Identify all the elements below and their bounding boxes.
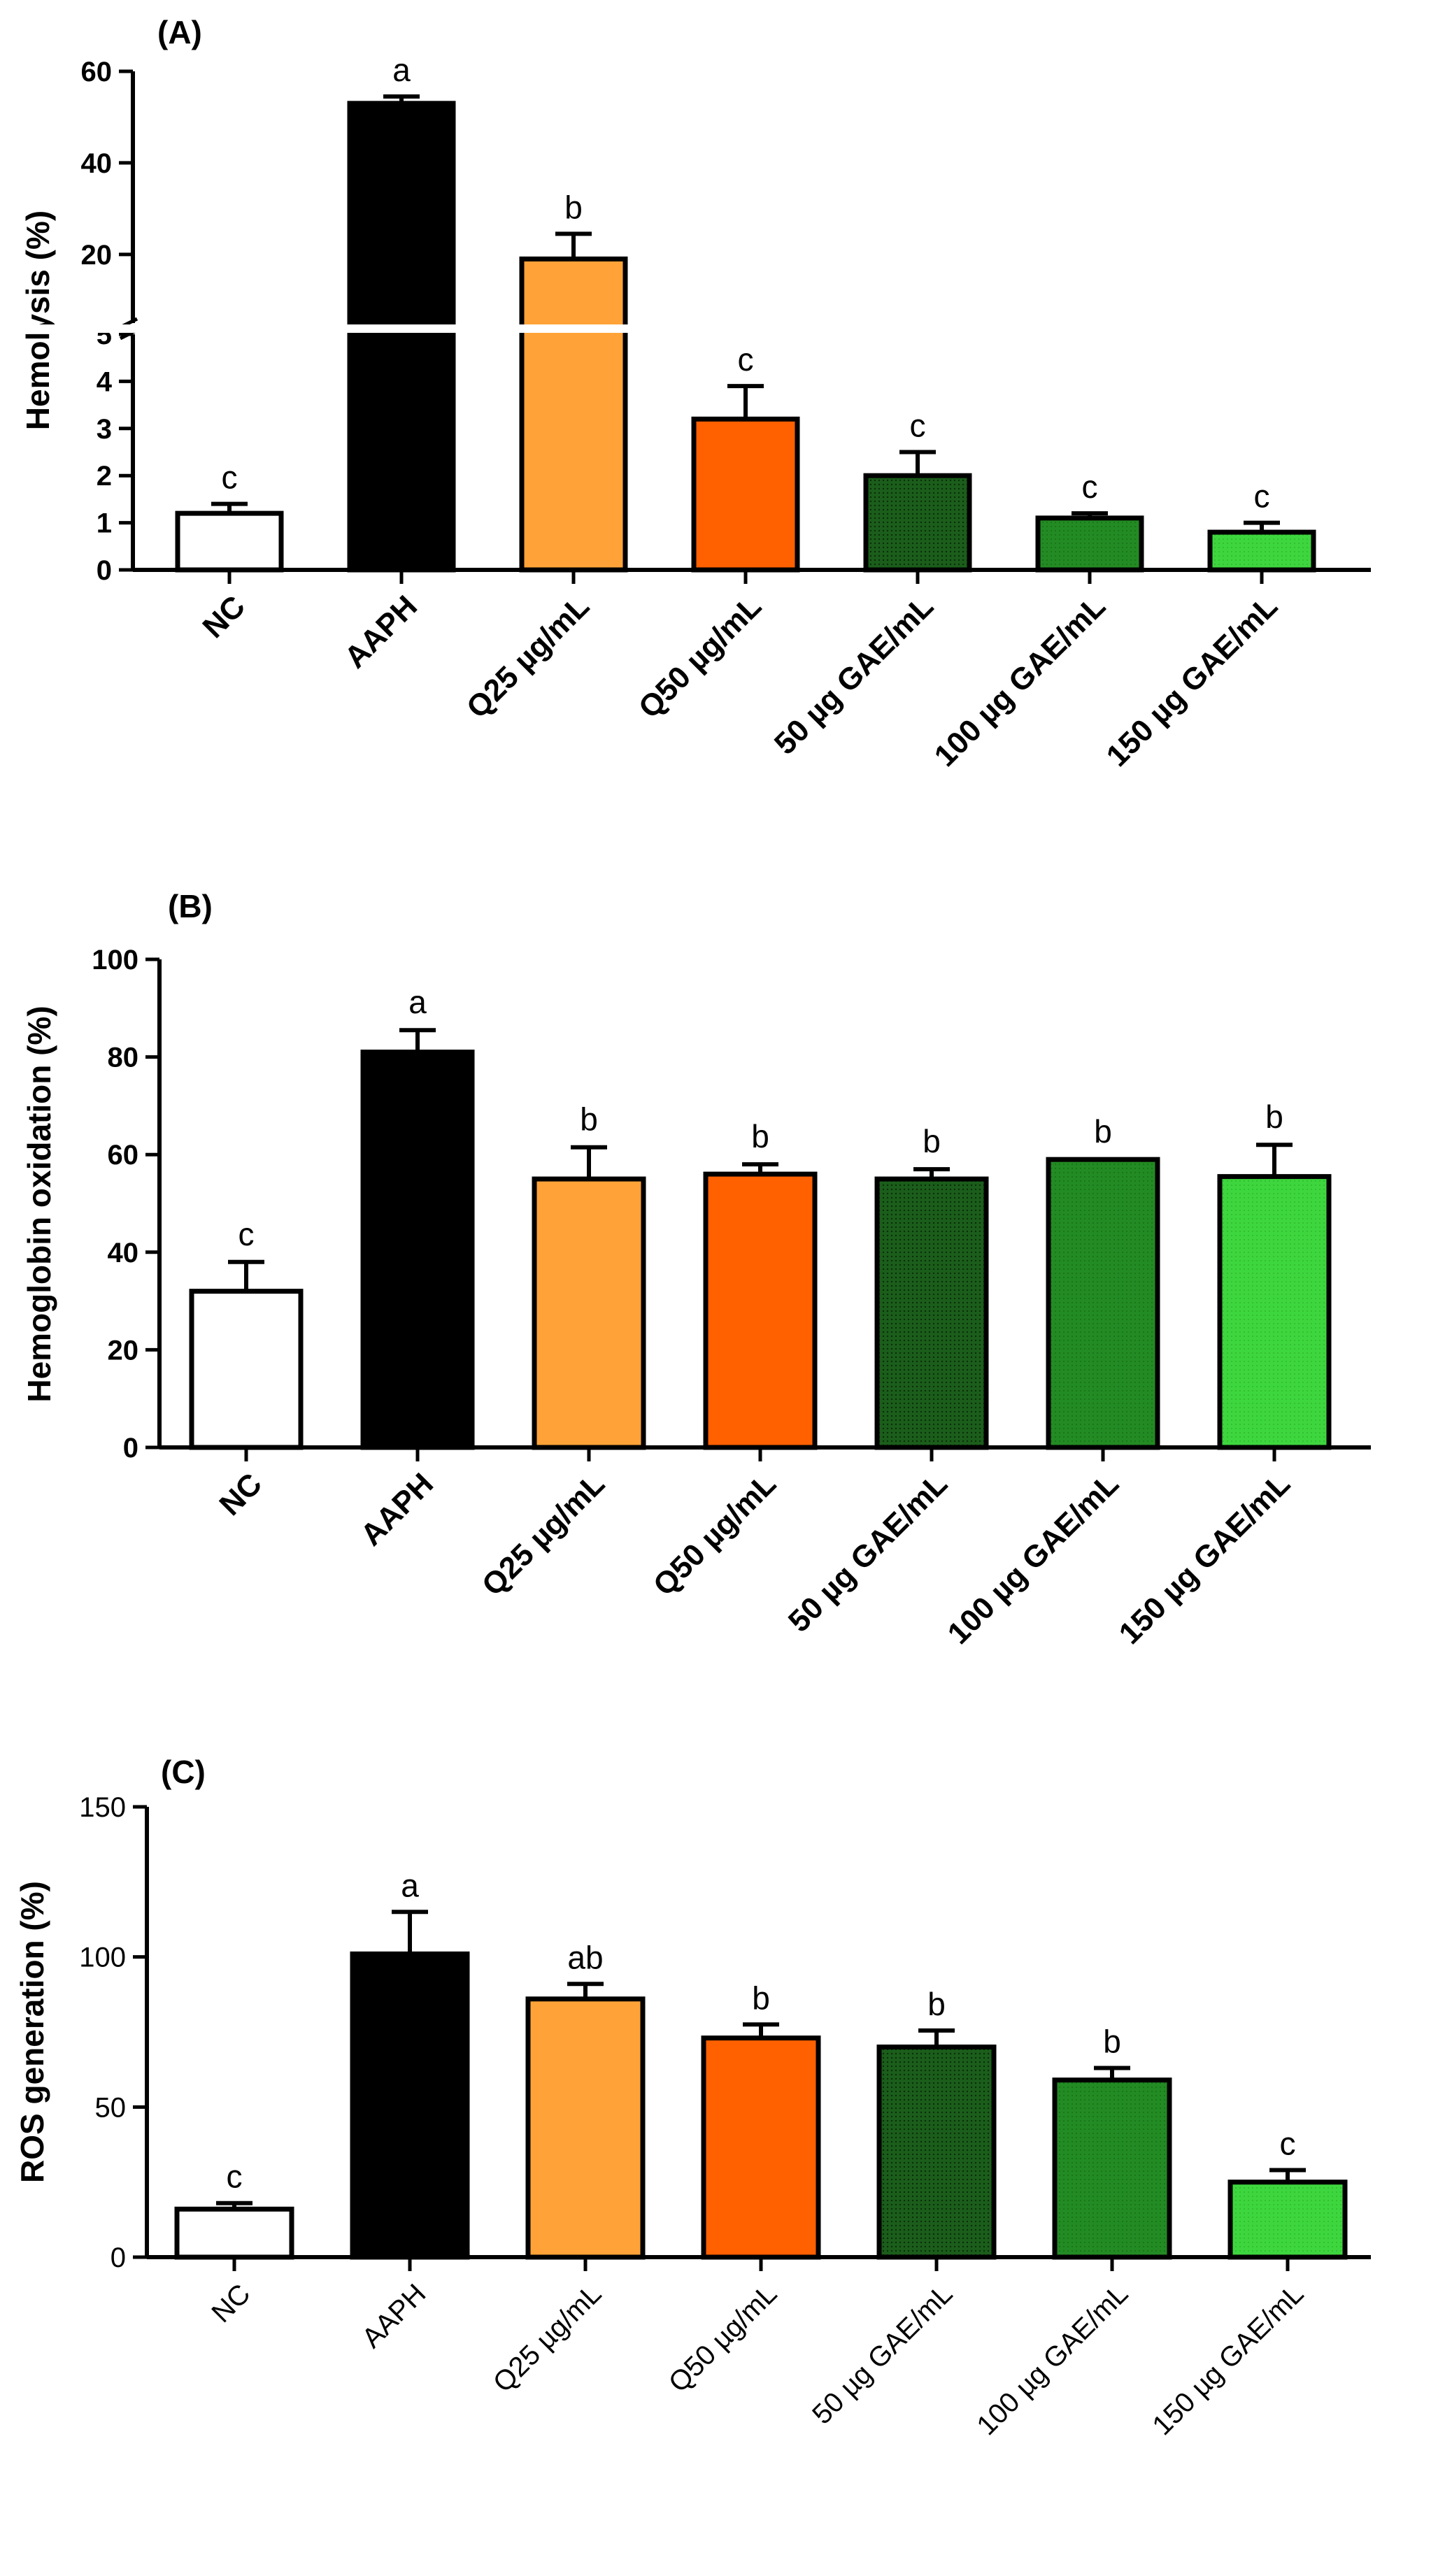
bar-c-4 [876, 2044, 997, 2260]
x-tick-label-c-3: Q50 µg/mL [663, 2278, 783, 2398]
sig-letter-c-0: c [227, 2159, 243, 2195]
bar-a-4 [863, 473, 972, 573]
x-tick-label-b-4: 50 µg GAE/mL [782, 1466, 954, 1638]
bar-b-2 [532, 1176, 646, 1450]
bar-b-6 [1217, 1174, 1332, 1450]
sig-letter-c-2: ab [567, 1939, 603, 1975]
x-tick-label-b-2: Q25 µg/mL [476, 1466, 611, 1602]
x-tick-label-b-1: AAPH [354, 1466, 440, 1552]
bar-c-2 [525, 1996, 646, 2260]
axis-break-gap [0, 324, 1371, 333]
y-tick-label-a-up-0: 20 [81, 240, 113, 271]
bar-a-6 [1207, 529, 1316, 573]
x-tick-label-b-6: 150 µg GAE/mL [1113, 1466, 1297, 1651]
x-tick-label-b-5: 100 µg GAE/mL [941, 1466, 1126, 1651]
sig-letter-a-4: c [910, 408, 926, 444]
panel-a: (A) 0 1 2 3 4 5 20 40 60 Hemolysis (%) c NC a AAPH b Q25… [0, 14, 1371, 773]
panel-title-a: (A) [157, 14, 202, 50]
bar-c-5 [1052, 2077, 1172, 2260]
y-tick-label-a-low-5: 5 [97, 320, 112, 350]
sig-letter-a-1: a [392, 52, 411, 88]
x-tick-label-a-0: NC [196, 589, 252, 645]
sig-letter-c-1: a [401, 1867, 419, 1903]
panel-b: (B) 0 20 40 60 80 100 Hemoglobin oxidation (%) c… [21, 888, 1371, 1651]
y-tick-label-b-4: 80 [108, 1043, 139, 1073]
x-tick-label-a-1: AAPH [338, 589, 424, 675]
bar-b-1 [360, 1050, 475, 1450]
y-tick-label-a-low-0: 0 [97, 555, 112, 586]
y-tick-label-a-low-1: 1 [97, 508, 112, 539]
sig-letter-b-3: b [751, 1118, 769, 1154]
bar-a-1 [347, 101, 456, 573]
x-tick-label-c-0: NC [206, 2278, 256, 2328]
sig-letter-c-4: b [927, 1986, 946, 2022]
x-tick-label-a-3: Q50 µg/mL [632, 589, 768, 724]
panel-title-b: (B) [168, 888, 213, 924]
x-tick-label-c-1: AAPH [356, 2278, 432, 2354]
y-tick-label-c-2: 100 [79, 1942, 126, 1973]
y-tick-label-b-0: 0 [123, 1433, 138, 1464]
y-tick-label-b-5: 100 [92, 945, 138, 975]
panel-title-c: (C) [161, 1754, 206, 1790]
bar-a-3 [691, 416, 800, 573]
bar-c-0 [174, 2206, 294, 2260]
bar-a-5 [1035, 515, 1144, 573]
bar-b-5 [1046, 1157, 1160, 1450]
x-tick-label-c-6: 150 µg GAE/mL [1146, 2278, 1309, 2441]
y-axis-label-c: ROS generation (%) [14, 1881, 50, 2183]
y-tick-label-b-3: 60 [108, 1140, 139, 1171]
y-tick-label-b-1: 20 [108, 1335, 139, 1366]
x-tick-label-c-4: 50 µg GAE/mL [806, 2278, 958, 2430]
sig-letter-b-6: b [1265, 1099, 1283, 1135]
y-tick-label-a-up-1: 40 [81, 148, 113, 179]
x-tick-label-c-2: Q25 µg/mL [487, 2278, 608, 2398]
x-tick-label-b-0: NC [213, 1466, 269, 1522]
x-tick-label-a-5: 100 µg GAE/mL [928, 589, 1113, 773]
x-tick-label-b-3: Q50 µg/mL [647, 1466, 783, 1602]
bar-a-0 [175, 510, 284, 573]
sig-letter-a-3: c [738, 341, 754, 378]
y-tick-label-a-up-2: 60 [81, 57, 113, 87]
sig-letter-b-2: b [580, 1101, 598, 1138]
y-tick-label-a-low-3: 3 [97, 414, 112, 445]
sig-letter-c-5: b [1103, 2024, 1121, 2060]
sig-letter-a-2: b [564, 189, 583, 225]
bar-a-2 [519, 256, 628, 573]
sig-letter-b-0: c [239, 1216, 255, 1252]
bar-c-1 [350, 1951, 470, 2260]
y-axis-label-a: Hemolysis (%) [20, 210, 56, 430]
sig-letter-a-5: c [1082, 468, 1098, 505]
y-tick-label-b-2: 40 [108, 1238, 139, 1268]
y-tick-label-c-1: 50 [95, 2092, 127, 2123]
bar-c-6 [1227, 2180, 1348, 2260]
sig-letter-c-3: b [752, 1980, 770, 2016]
sig-letter-b-4: b [923, 1123, 941, 1159]
y-axis-label-b: Hemoglobin oxidation (%) [21, 1006, 57, 1402]
sig-letter-c-6: c [1280, 2125, 1296, 2161]
bar-b-4 [874, 1176, 989, 1450]
sig-letter-a-0: c [222, 459, 238, 496]
bar-c-3 [701, 2035, 821, 2260]
sig-letter-a-6: c [1254, 478, 1270, 515]
y-tick-label-c-0: 0 [111, 2242, 126, 2273]
x-tick-label-c-5: 100 µg GAE/mL [971, 2278, 1134, 2441]
bar-b-3 [703, 1171, 818, 1450]
sig-letter-b-5: b [1094, 1113, 1112, 1150]
x-tick-label-a-6: 150 µg GAE/mL [1100, 589, 1285, 773]
y-tick-label-a-low-2: 2 [97, 461, 112, 492]
sig-letter-b-1: a [408, 984, 427, 1020]
y-tick-label-a-low-4: 4 [97, 366, 113, 397]
x-tick-label-a-2: Q25 µg/mL [460, 589, 596, 724]
x-tick-label-a-4: 50 µg GAE/mL [768, 589, 940, 761]
y-tick-label-c-3: 150 [79, 1792, 126, 1823]
bar-b-0 [189, 1289, 304, 1450]
panel-c: (C) 0 50 100 150 ROS generation (%) c NC a AAPH ab… [14, 1754, 1371, 2441]
